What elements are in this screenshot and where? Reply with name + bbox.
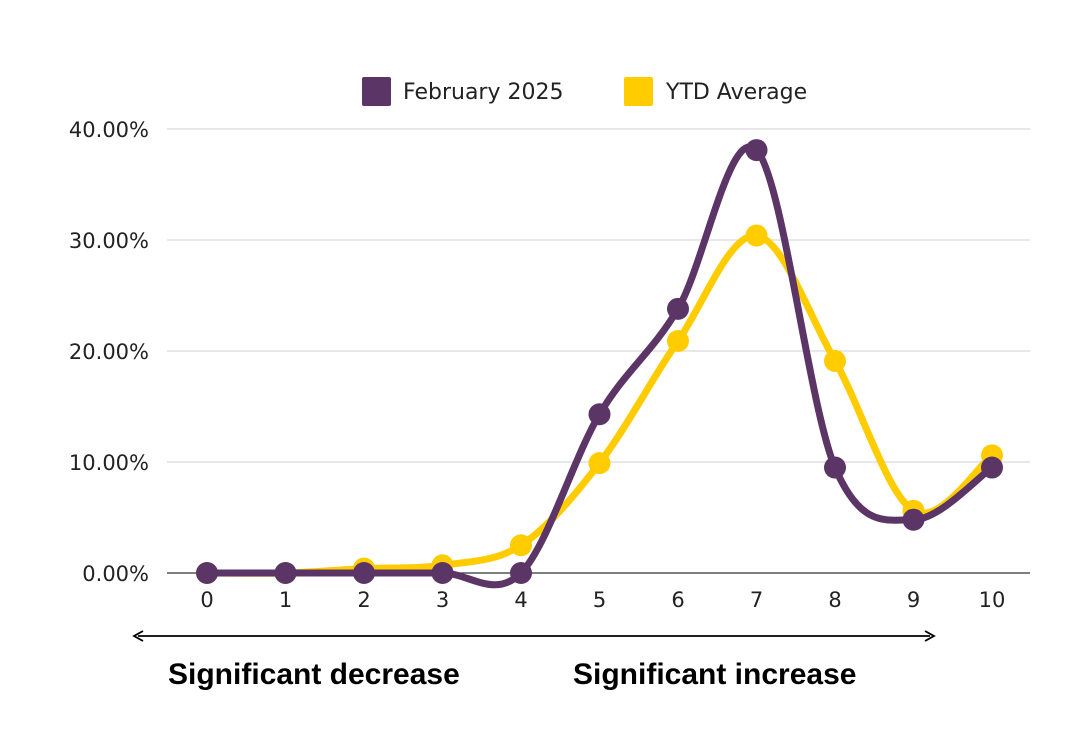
data-point (667, 297, 689, 320)
x-tick-label: 10 (979, 588, 1006, 612)
annotation-significant-decrease: Significant decrease (168, 658, 460, 691)
legend-swatch (624, 77, 653, 106)
x-tick-label: 9 (907, 588, 920, 612)
arrow-right-head-icon (924, 630, 936, 642)
data-point (745, 139, 768, 162)
y-tick-label: 30.00% (69, 229, 149, 253)
legend-item: YTD Average (624, 77, 807, 106)
x-tick-label: 3 (436, 588, 449, 612)
legend: February 2025 YTD Average (362, 77, 807, 106)
x-tick-label: 7 (750, 588, 763, 612)
data-point (824, 456, 846, 479)
y-tick-label: 0.00% (82, 562, 149, 586)
x-tick-label: 2 (357, 588, 370, 612)
x-tick-label: 0 (200, 588, 213, 612)
legend-swatch (362, 77, 391, 106)
series-february-2025 (196, 139, 1003, 589)
arrow-left-head-icon (132, 630, 144, 642)
data-point (431, 562, 454, 584)
data-point (667, 330, 689, 353)
series-line (203, 143, 996, 589)
x-tick-label: 5 (593, 588, 606, 612)
data-point (510, 562, 532, 584)
legend-label: February 2025 (403, 80, 563, 105)
data-point (353, 562, 375, 584)
data-point (588, 452, 611, 475)
x-tick-label: 8 (828, 588, 841, 612)
legend-item: February 2025 (362, 77, 563, 106)
scale-annotation: Significant decrease Significant increas… (132, 630, 936, 691)
x-axis-ticks: 0 1 2 3 4 5 6 7 8 9 10 (200, 588, 1005, 612)
x-tick-label: 1 (279, 588, 292, 612)
data-point (745, 224, 768, 247)
data-point (588, 403, 611, 426)
y-tick-label: 10.00% (69, 451, 149, 475)
x-tick-label: 6 (671, 588, 684, 612)
x-tick-label: 4 (514, 588, 527, 612)
series-lines (196, 139, 1003, 589)
data-point (196, 562, 218, 584)
data-point (824, 349, 846, 372)
data-point (274, 562, 297, 584)
data-point (510, 534, 532, 557)
y-tick-label: 40.00% (69, 118, 149, 142)
annotation-significant-increase: Significant increase (573, 658, 856, 691)
data-point (981, 456, 1003, 479)
y-tick-label: 20.00% (69, 340, 149, 364)
y-axis-ticks: 0.00% 10.00% 20.00% 30.00% 40.00% (69, 118, 149, 586)
data-point (902, 508, 925, 531)
legend-label: YTD Average (665, 80, 807, 105)
